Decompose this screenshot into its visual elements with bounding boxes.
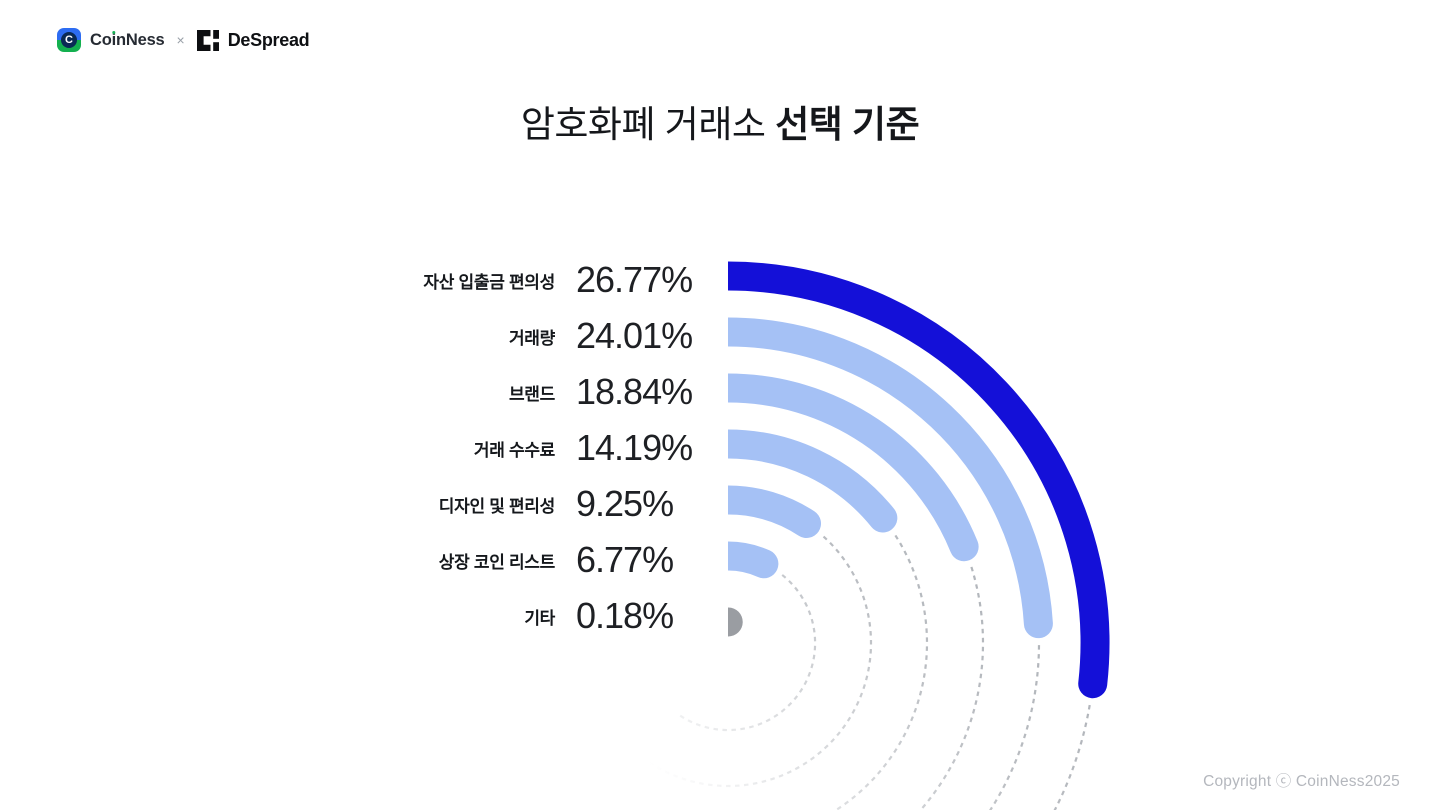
collab-x-separator: ×	[176, 32, 185, 48]
value-arc-4	[728, 485, 822, 538]
guide-arc-0	[1053, 704, 1091, 810]
despread-wordmark: DeSpread	[227, 29, 310, 50]
copyright-note: Copyright ⓒ CoinNess2025	[1203, 773, 1400, 790]
guide-arc-1	[989, 645, 1041, 810]
page-title-normal: 암호화폐 거래소	[520, 104, 776, 145]
coinness-logo-letter: C	[65, 33, 73, 46]
value-arc-5	[728, 541, 779, 579]
page-title: 암호화폐 거래소 선택 기준	[0, 102, 1440, 148]
value-arc-0	[728, 261, 1110, 699]
coinness-wordmark-post: nNess	[116, 30, 165, 49]
coinness-wordmark-green-i: i	[111, 30, 117, 49]
value-arc-1	[728, 317, 1053, 639]
brand-lockup: C CoinNess × DeSpread	[57, 28, 310, 52]
page-title-bold: 선택 기준	[775, 104, 920, 145]
guide-dashed-rings	[613, 534, 1091, 810]
guide-arc-4	[645, 535, 873, 788]
coinness-wordmark-pre: Co	[90, 30, 112, 49]
coinness-logo-pupil: C	[61, 32, 77, 48]
despread-logo-icon	[196, 29, 219, 51]
value-arc-2	[728, 373, 979, 562]
guide-arc-5	[677, 574, 817, 732]
value-arcs	[728, 261, 1110, 699]
coinness-logo-icon: C	[57, 28, 81, 52]
value-arc-3	[728, 429, 898, 533]
coinness-wordmark: CoinNess	[90, 31, 165, 50]
guide-arc-3	[613, 534, 929, 810]
